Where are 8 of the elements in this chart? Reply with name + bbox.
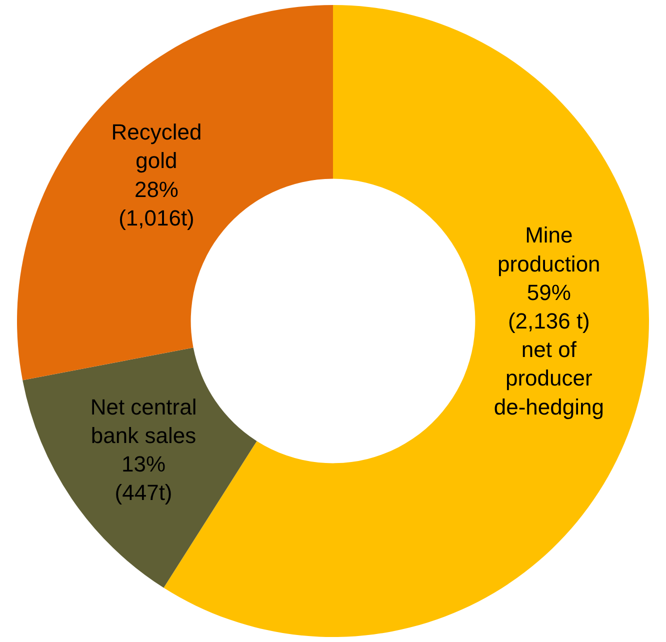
donut-slice [22,348,257,588]
data-label: 28% (1,016t) [118,176,194,230]
slice-label: Mine production [498,222,600,276]
donut-slice [18,5,333,380]
slice-label: Recycled gold [111,120,202,174]
data-label: 59% (2,136 t) net of producer de-hedging [494,280,604,420]
data-label: 13% (447t) [114,452,172,506]
slice-label: Net central bank sales [90,394,197,448]
